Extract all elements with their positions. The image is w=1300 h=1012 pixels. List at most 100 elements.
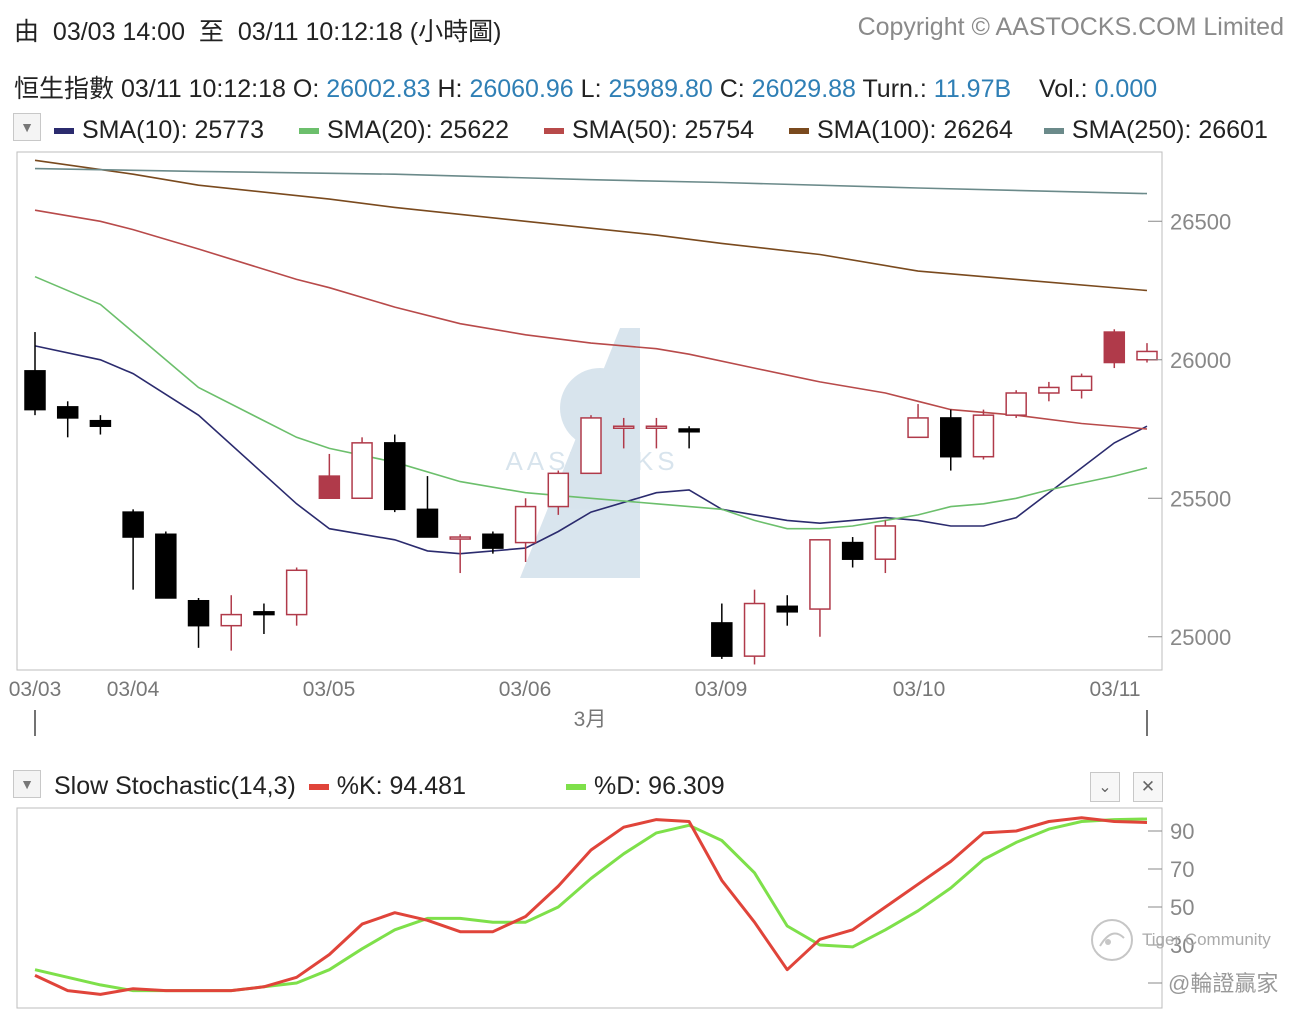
candle-body — [384, 442, 406, 511]
candle-body — [1005, 392, 1027, 416]
d-label: %D: 96.309 — [594, 772, 725, 800]
candle — [24, 332, 46, 416]
candle — [645, 417, 668, 449]
low-label: L: — [580, 75, 602, 103]
candle-body — [972, 414, 995, 458]
k-line — [34, 816, 1148, 996]
candle — [1005, 390, 1027, 418]
candle — [482, 531, 504, 554]
triangle-down-icon: ▼ — [20, 119, 34, 135]
candle-body — [547, 472, 570, 508]
candle-body — [89, 419, 112, 427]
candle-body — [711, 622, 733, 657]
stoch-y-tick-label: 90 — [1170, 819, 1194, 844]
candle-body — [776, 605, 798, 613]
date-range: 由 03/03 14:00 至 03/11 10:12:18 (小時圖) — [14, 12, 501, 48]
candle-body — [351, 442, 373, 500]
candle-body — [645, 425, 668, 429]
candle — [678, 426, 700, 449]
close-panel-button[interactable]: ✕ — [1133, 772, 1163, 802]
stoch-title: Slow Stochastic(14,3) — [54, 772, 296, 800]
quote-time: 03/11 10:12:18 — [120, 75, 286, 103]
candle — [155, 531, 177, 599]
sma-lines — [34, 159, 1148, 555]
candle-body — [416, 508, 439, 538]
open-value: 26002.83 — [326, 75, 431, 103]
candle — [809, 539, 831, 637]
legend-swatch — [789, 128, 809, 135]
candle — [743, 589, 766, 665]
candle — [1070, 373, 1093, 399]
candle-body — [122, 511, 144, 538]
candle-body — [580, 417, 602, 475]
sma-legend: SMA(10): 25773 SMA(20): 25622 SMA(50): 2… — [54, 116, 1268, 145]
candle-body — [318, 475, 341, 500]
stoch-y-tick-label: 50 — [1170, 895, 1194, 920]
candle-body — [1136, 350, 1158, 361]
sma-legend-item: SMA(100): 26264 — [789, 116, 1013, 144]
x-tick-label: 03/09 — [695, 678, 748, 701]
sma-line — [34, 159, 1148, 292]
legend-label: SMA(100): 26264 — [817, 116, 1013, 144]
legend-label: SMA(250): 26601 — [1071, 116, 1268, 144]
tiger-watermark — [1090, 918, 1134, 967]
k-swatch — [308, 784, 329, 791]
candle — [449, 534, 471, 574]
candle-body — [678, 428, 700, 433]
triangle-down-icon: ▼ — [20, 776, 34, 792]
sma-line — [34, 275, 1148, 530]
tiger-user: @輪證贏家 — [1168, 971, 1279, 996]
quote-bar: 恒生指數 03/11 10:12:18 O: 26002.83 H: 26060… — [14, 69, 1157, 105]
candle-body — [187, 599, 210, 627]
candle-body — [874, 525, 897, 560]
main-chart-dropdown[interactable]: ▼ — [13, 113, 41, 141]
d-swatch — [566, 784, 586, 791]
candle-body — [743, 602, 766, 657]
interval-label: (小時圖) — [409, 18, 502, 46]
stoch-dropdown[interactable]: ▼ — [13, 770, 41, 798]
month-label: 3月 — [574, 708, 607, 731]
stoch-y-tick-label: 70 — [1170, 857, 1194, 882]
x-tick-label: 03/03 — [9, 678, 62, 701]
candle-body — [285, 569, 308, 616]
candle-body — [940, 417, 962, 458]
collapse-button[interactable]: ⌄ — [1090, 772, 1120, 802]
stoch-lines — [34, 816, 1148, 996]
candle — [841, 537, 864, 568]
y-tick-label: 25000 — [1170, 625, 1231, 650]
y-tick-label: 26000 — [1170, 348, 1231, 373]
high-label: H: — [437, 75, 463, 103]
legend-swatch — [544, 128, 564, 135]
sma-line — [34, 345, 1148, 555]
candle-body — [1103, 331, 1126, 364]
sma-legend-item: SMA(50): 25754 — [544, 116, 754, 144]
close-value: 26029.88 — [751, 75, 856, 103]
candle — [514, 498, 537, 562]
candle-body — [514, 505, 537, 544]
time-axis: 03/03 03/04 03/05 03/06 03/09 03/10 03/11 — [9, 678, 1141, 701]
candle-body — [253, 611, 275, 616]
sma-legend-item: SMA(10): 25773 — [54, 116, 264, 144]
x-tick-label: 03/11 — [1090, 678, 1141, 701]
volume-label: Vol.: — [1038, 75, 1088, 103]
candle — [351, 437, 373, 500]
stochastic-chart[interactable]: 30 50 70 90 — [0, 806, 1300, 1012]
x-tick-label: 03/04 — [107, 678, 160, 701]
candle-body — [809, 539, 831, 610]
candle — [220, 595, 242, 651]
x-tick-label: 03/06 — [499, 678, 552, 701]
sma-legend-item: SMA(20): 25622 — [299, 116, 509, 144]
candle — [416, 476, 439, 538]
stoch-plot-frame — [16, 807, 1163, 1009]
candle — [547, 470, 570, 515]
candle — [285, 567, 308, 626]
range-start: 03/03 14:00 — [52, 18, 185, 46]
candle-body — [220, 613, 242, 627]
chevron-down-icon: ⌄ — [1098, 779, 1112, 796]
candle — [907, 404, 929, 439]
close-label: C: — [719, 75, 745, 103]
tiger-brand: Tiger Community — [1142, 930, 1271, 949]
k-label: %K: 94.481 — [336, 772, 466, 800]
candle — [612, 417, 635, 449]
